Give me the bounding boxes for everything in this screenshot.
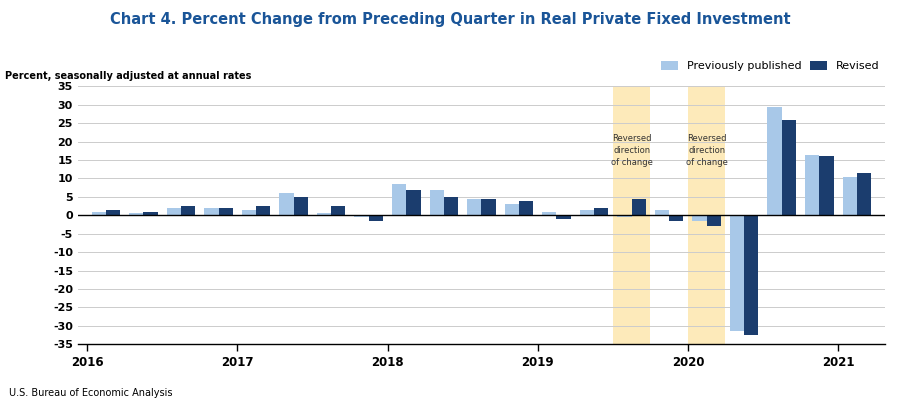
Bar (392, 184, 406, 215)
Bar (617, 215, 632, 217)
Text: Reversed
direction
of change: Reversed direction of change (610, 134, 652, 167)
Bar (580, 210, 594, 215)
Bar (369, 215, 383, 221)
Bar (92, 212, 106, 215)
Bar (106, 210, 121, 215)
Bar (143, 212, 157, 215)
Bar (204, 208, 219, 215)
Bar (467, 199, 482, 215)
Text: Chart 4. Percent Change from Preceding Quarter in Real Private Fixed Investment: Chart 4. Percent Change from Preceding Q… (110, 12, 790, 27)
Bar (819, 156, 833, 215)
Text: Percent, seasonally adjusted at annual rates: Percent, seasonally adjusted at annual r… (5, 71, 251, 81)
Bar (730, 215, 744, 331)
Bar (505, 204, 519, 215)
Bar (355, 215, 369, 217)
Bar (242, 210, 256, 215)
Bar (406, 190, 420, 215)
Bar (542, 212, 556, 215)
Bar (429, 190, 444, 215)
Bar (279, 193, 293, 215)
Bar (181, 206, 195, 215)
Bar (166, 208, 181, 215)
Bar (706, 215, 721, 226)
Bar (331, 206, 346, 215)
Bar (782, 120, 796, 215)
Bar (688, 86, 725, 344)
Bar (519, 200, 533, 215)
Bar (556, 215, 571, 219)
Bar (669, 215, 683, 221)
Bar (857, 173, 871, 215)
Bar (256, 206, 270, 215)
Bar (768, 107, 782, 215)
Bar (805, 154, 819, 215)
Bar (632, 199, 646, 215)
Bar (692, 215, 706, 221)
Bar (317, 214, 331, 215)
Bar (130, 214, 143, 215)
Bar (744, 215, 759, 335)
Bar (293, 197, 308, 215)
Text: Reversed
direction
of change: Reversed direction of change (686, 134, 727, 167)
Bar (594, 208, 608, 215)
Bar (444, 197, 458, 215)
Bar (842, 177, 857, 215)
Text: U.S. Bureau of Economic Analysis: U.S. Bureau of Economic Analysis (9, 388, 173, 398)
Bar (655, 210, 669, 215)
Legend: Previously published, Revised: Previously published, Revised (662, 61, 879, 72)
Bar (613, 86, 651, 344)
Bar (219, 208, 233, 215)
Bar (482, 199, 496, 215)
